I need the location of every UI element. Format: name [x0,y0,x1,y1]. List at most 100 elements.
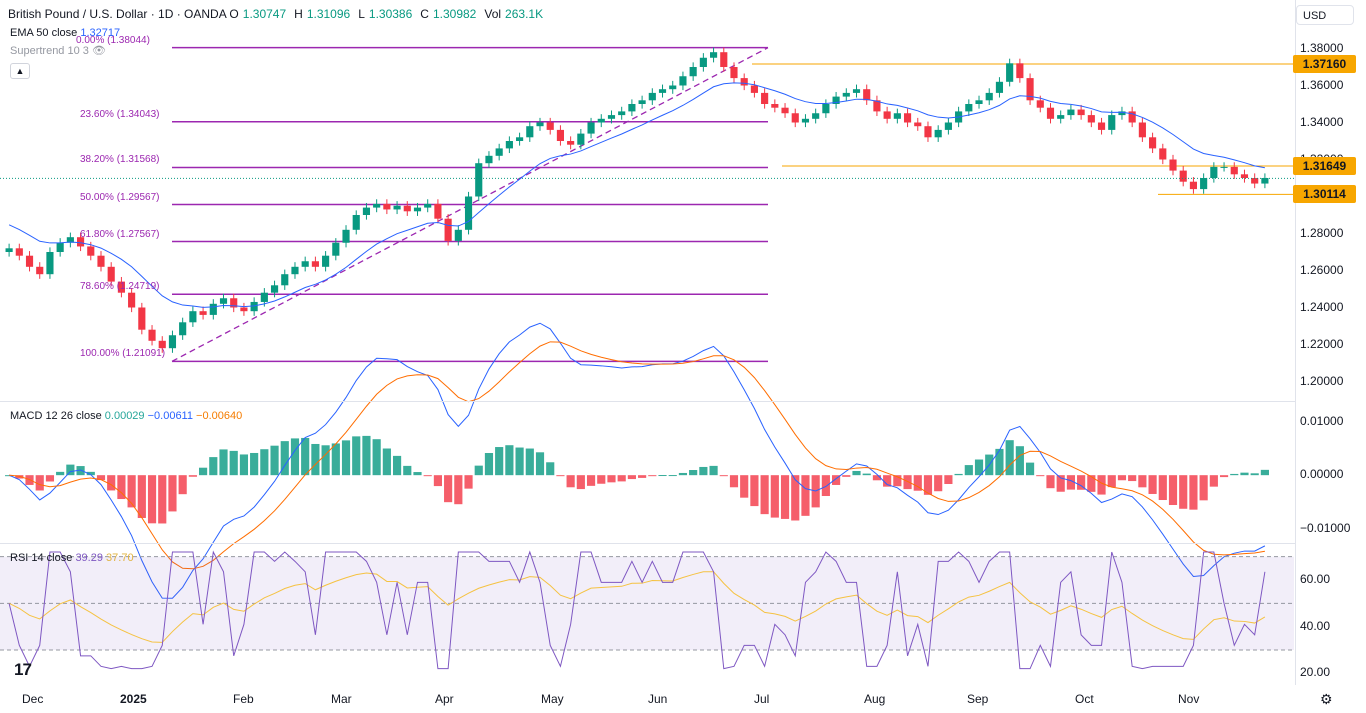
ohlc-readout: O 1.30747 H 1.31096 L 1.30386 C 1.30982 Vol 263.1… [229,7,551,21]
macd-hist-bar [832,475,841,485]
candle-body [250,301,258,312]
ema-legend[interactable]: EMA 50 close 1.32717 [10,26,120,40]
candle-body [270,285,279,293]
candle-body [128,292,136,308]
macd-hist-bar [15,475,24,479]
macd-hist-bar [729,475,739,488]
candle-body [189,311,197,323]
tradingview-logo-icon[interactable]: 17 [14,660,32,679]
candle-body [403,205,411,212]
symbol-title[interactable]: British Pound / U.S. Dollar · 1D · OANDA [8,7,227,21]
macd-hist-bar [1077,475,1086,490]
candle-body [863,89,871,101]
eye-off-icon[interactable]: 👁︎ [91,45,106,57]
macd-hist-bar [474,465,483,476]
price-tick-8: 1.20000 [1300,373,1344,388]
candle-body [638,100,646,104]
candle-body [914,122,922,127]
candle-body [209,303,217,315]
macd-legend[interactable]: MACD 12 26 close 0.00029 −0.00611 −0.006… [10,409,242,423]
candle-body [730,67,738,79]
candle-body [311,261,319,267]
candle-body [1138,122,1146,138]
candle-body [965,104,973,112]
macd-hist-bar [505,445,514,476]
candle-body [526,126,534,138]
level-tag-0: 1.37160 [1293,55,1356,74]
time-tick-2: Feb [233,692,254,706]
macd-hist-bar [178,475,187,495]
macd-hist-bar [1148,475,1157,494]
candle-body [1240,174,1249,178]
fib-label-5: 78.60% (1.24719) [80,281,160,293]
candle-body [1108,115,1116,130]
rsi-legend[interactable]: RSI 14 close 39.29 37.70 [10,551,134,565]
candle-body [924,126,932,138]
rsi-tick-1: 40.00 [1300,618,1331,633]
candle-body [1036,100,1044,108]
candle-body [556,129,565,141]
candle-body [1220,166,1228,168]
fib-label-1: 23.60% (1.34043) [80,108,160,120]
time-tick-3: Mar [331,692,352,706]
rsi-label: RSI 14 close [10,552,73,564]
macd-hist-bar [1158,475,1167,501]
candle-body [893,113,901,119]
macd-hist-bar [627,475,636,480]
fib-trend-line [171,47,769,362]
gear-icon[interactable]: ⚙ [1320,691,1333,707]
candle-body [373,203,381,208]
candle-body [322,255,330,267]
candle-body [260,292,268,302]
macd-hist-bar [954,473,963,476]
candle-body [1251,178,1259,184]
macd-hist-bar [586,475,596,486]
candle-body [791,113,799,123]
macd-hist-bar [719,475,728,477]
macd-signal-value: −0.00640 [196,410,243,422]
macd-hist-bar [260,449,269,476]
macd-hist-bar [525,448,534,476]
price-axis-border [1295,0,1296,685]
macd-hist-bar [147,475,157,524]
macd-hist-bar [1036,475,1045,477]
rsi-value: 39.29 [75,552,103,564]
macd-hist-bar [964,465,973,476]
macd-hist-bar [444,475,453,503]
candle-body [546,122,554,130]
price-tick-5: 1.26000 [1300,262,1344,277]
macd-hist-bar [66,464,75,476]
candle-body [536,122,544,127]
supertrend-legend[interactable]: Supertrend 10 3 👁︎ [10,44,106,58]
candle-body [281,274,289,286]
rsi-ma-line [8,571,1266,643]
macd-hist-bar [1138,475,1147,488]
candle-body [291,266,299,275]
candle-body [87,246,95,256]
candle-body [301,261,309,267]
time-tick-5: May [541,692,564,706]
candle-body [944,122,952,130]
macd-pane-separator[interactable] [0,401,1296,402]
level-tag-1: 1.31649 [1293,156,1356,175]
time-tick-10: Oct [1075,692,1094,706]
macd-hist-bar [872,475,882,481]
macd-hist-bar [648,475,657,477]
macd-hist-bar [1087,475,1096,492]
candle-body [761,92,769,104]
time-tick-9: Sep [967,692,989,706]
collapse-legend-button[interactable]: ▲ [10,63,30,79]
macd-hist-bar [56,471,65,476]
macd-hist-bar [566,475,575,488]
macd-hist-bar [341,440,351,476]
macd-hist-bar [137,475,146,518]
macd-tick-0: 0.01000 [1300,413,1344,428]
macd-hist-bar [923,475,933,495]
macd-hist-bar [740,475,749,498]
rsi-pane-separator[interactable] [0,543,1296,544]
macd-hist-bar [535,452,545,476]
candle-body [199,311,207,315]
candle-body [873,100,881,112]
currency-select[interactable]: USD [1296,5,1354,25]
